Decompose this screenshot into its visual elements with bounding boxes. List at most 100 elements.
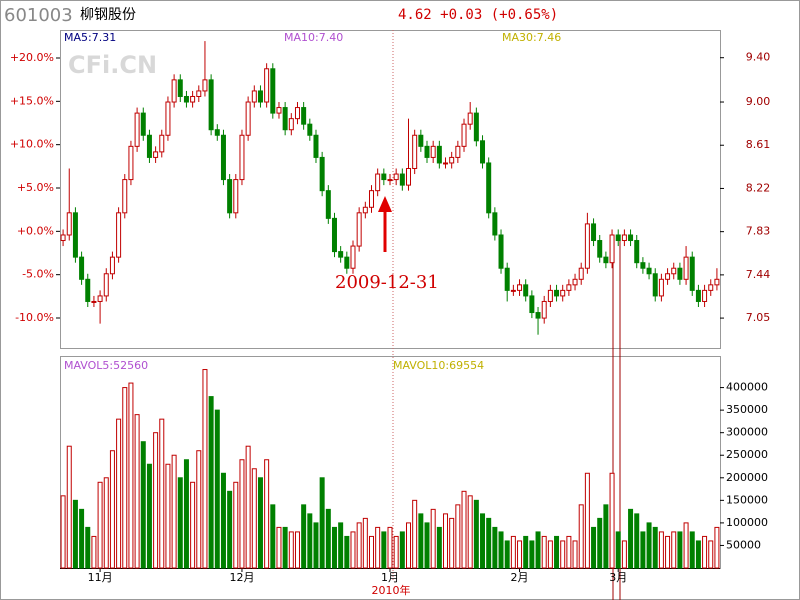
watermark: CFi.CN	[68, 51, 157, 79]
candle-body	[486, 162, 492, 214]
candle-body	[572, 278, 578, 286]
volume-bar	[177, 477, 183, 569]
candle-body	[455, 145, 461, 158]
candle-body	[159, 134, 165, 153]
annotation-arrowhead	[378, 196, 392, 212]
candle-body	[356, 212, 362, 247]
y-tick-label: 8.61	[746, 138, 771, 151]
volume-bar	[190, 481, 196, 569]
candle-body	[301, 107, 307, 125]
volume-bar	[282, 526, 288, 569]
volume-bar	[652, 526, 658, 569]
indicator-label: MAVOL5:52560	[64, 359, 148, 372]
candle-body	[294, 107, 300, 120]
candle-body	[689, 256, 695, 291]
volume-bar	[362, 517, 368, 569]
candle-body	[547, 289, 553, 302]
candle-body	[368, 190, 374, 208]
volume-bar	[270, 504, 276, 569]
volume-bar	[381, 531, 387, 569]
volume-bar	[368, 535, 374, 569]
volume-bar	[708, 540, 714, 569]
candle-body	[97, 295, 103, 302]
volume-bar	[350, 531, 356, 569]
y-tick-label: 250000	[726, 448, 768, 461]
candle-body	[702, 289, 708, 302]
volume-bar	[325, 508, 331, 569]
volume-bar	[591, 526, 597, 569]
volume-bar	[523, 535, 529, 569]
candle-body	[60, 234, 66, 242]
candle-body	[362, 206, 368, 214]
candle-body	[708, 284, 714, 291]
volume-bar	[159, 418, 165, 569]
volume-bar	[646, 522, 652, 569]
y-tick-label: 9.40	[746, 51, 771, 64]
volume-bar	[393, 535, 399, 569]
y-tick-label: 150000	[726, 493, 768, 506]
volume-bar	[449, 517, 455, 569]
candle-body	[412, 134, 418, 170]
volume-bar	[375, 526, 381, 569]
candle-body	[387, 179, 393, 182]
x-tick-label: 3月	[609, 571, 627, 584]
volume-bar	[461, 490, 467, 569]
volume-bar	[72, 499, 78, 569]
volume-bar	[517, 540, 523, 569]
volume-bar	[424, 522, 430, 569]
volume-bar	[214, 409, 220, 569]
volume-bar	[436, 526, 442, 569]
volume-bar	[658, 531, 664, 569]
candle-body	[116, 212, 122, 258]
volume-bar	[554, 535, 560, 569]
candle-body	[658, 278, 664, 297]
y-tick-label: 7.83	[746, 225, 771, 238]
candle-body	[443, 162, 449, 165]
candle-body	[646, 267, 652, 275]
y-tick-label: 9.00	[746, 95, 771, 108]
y-tick-label: 200000	[726, 471, 768, 484]
candle-body	[517, 284, 523, 291]
volume-bar	[695, 540, 701, 569]
candle-body	[288, 118, 294, 131]
candle-body	[214, 129, 220, 136]
candle-body	[677, 267, 683, 280]
candle-body	[313, 134, 319, 158]
x-tick-label: 2月	[511, 571, 529, 584]
volume-bar	[122, 387, 128, 569]
x-tick-label: 12月	[229, 571, 254, 584]
volume-bar	[541, 535, 547, 569]
candle-body	[418, 134, 424, 147]
candle-body	[621, 234, 627, 242]
candle-body	[449, 156, 455, 164]
volume-bar	[338, 522, 344, 569]
candle-body	[615, 234, 621, 242]
candle-body	[122, 179, 128, 214]
volume-bar	[621, 540, 627, 569]
candle-body	[609, 234, 615, 264]
year-label: 2010年	[372, 583, 411, 597]
y2-tick-label: +20.0%	[10, 51, 54, 64]
candle-body	[393, 173, 399, 181]
volume-bar	[79, 508, 85, 569]
volume-bar	[547, 540, 553, 569]
volume-bar	[356, 522, 362, 569]
volume-bar	[109, 450, 115, 569]
volume-bar	[430, 508, 436, 569]
candle-body	[307, 123, 313, 136]
candle-body	[498, 234, 504, 269]
candle-body	[714, 278, 720, 286]
volume-bar	[677, 531, 683, 569]
volume-bar	[473, 499, 479, 569]
candle-body	[338, 251, 344, 258]
volume-bar	[412, 499, 418, 569]
volume-bar	[165, 463, 171, 569]
volume-bar	[492, 526, 498, 569]
candle-body	[183, 95, 189, 103]
candle-body	[239, 134, 245, 181]
x-tick-label: 1月	[381, 571, 399, 584]
volume-bar	[406, 522, 412, 569]
volume-bar	[233, 481, 239, 569]
volume-bar	[288, 531, 294, 569]
candle-body	[591, 223, 597, 242]
